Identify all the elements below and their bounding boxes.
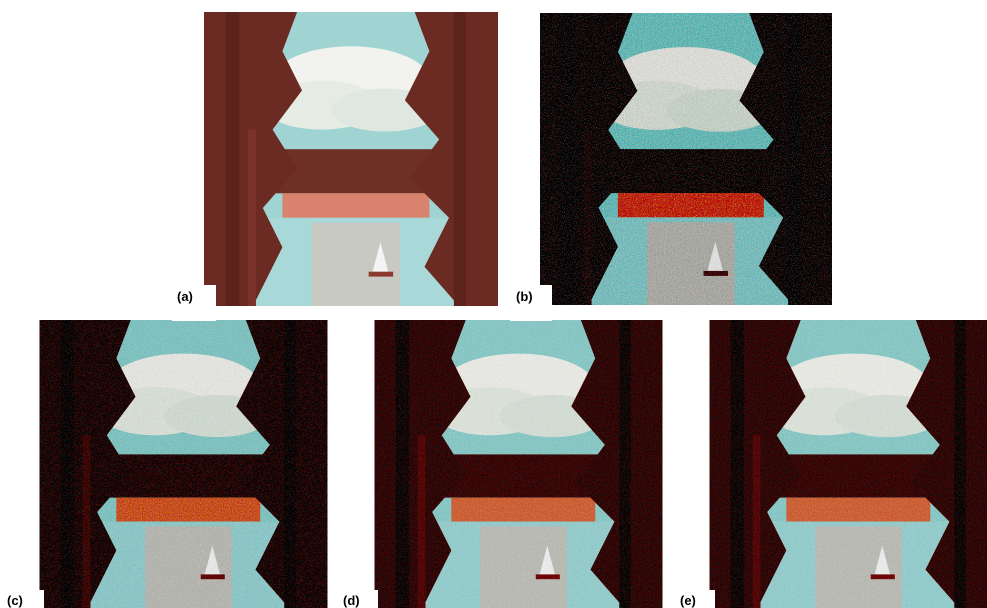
panel-label: (b)	[516, 289, 533, 304]
panel-label: (c)	[7, 593, 23, 608]
panel-label: (e)	[680, 593, 696, 608]
image-a	[204, 12, 498, 306]
image-e	[710, 320, 987, 608]
image-c	[40, 320, 328, 608]
image-d	[375, 320, 663, 608]
image-b	[540, 13, 832, 305]
figure: (a) (b) (c) (d) (e)	[0, 0, 987, 608]
panel-label: (a)	[177, 289, 193, 304]
panel-label: (d)	[343, 593, 360, 608]
